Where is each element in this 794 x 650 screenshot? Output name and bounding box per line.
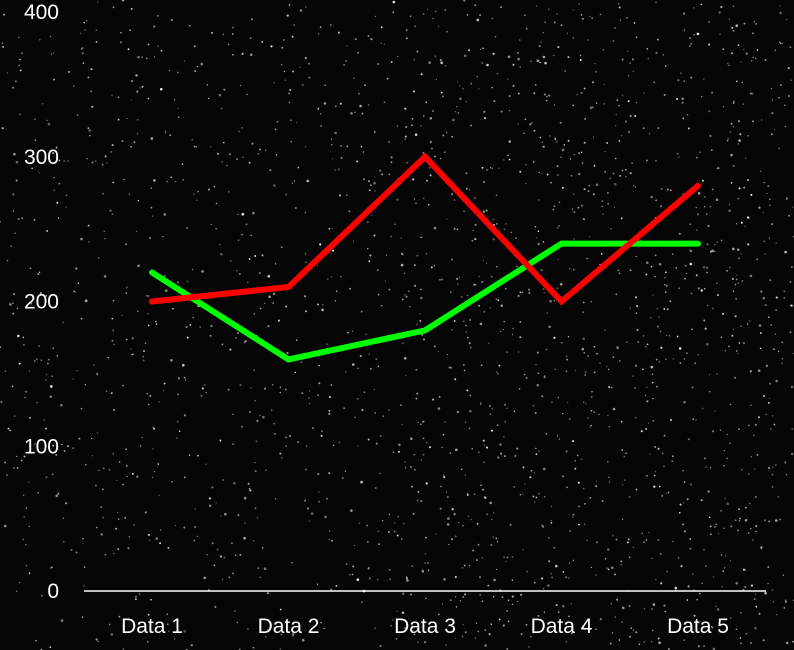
y-tick-label: 400: [24, 1, 59, 24]
y-tick-label: 300: [24, 146, 59, 169]
series-line-green: [149, 240, 701, 363]
y-tick-label: 100: [24, 435, 59, 458]
x-tick-label: Data 4: [531, 615, 593, 638]
x-axis-tick-labels: Data 1 Data 2 Data 3 Data 4 Data 5: [121, 615, 729, 638]
y-tick-label: 0: [47, 580, 59, 603]
y-tick-label: 200: [24, 291, 59, 314]
x-tick-label: Data 1: [121, 615, 183, 638]
series-line-red: [149, 152, 701, 306]
y-axis-tick-labels: 0 100 200 300 400: [24, 1, 59, 603]
x-tick-label: Data 3: [394, 615, 456, 638]
x-tick-label: Data 5: [667, 615, 729, 638]
x-tick-label: Data 2: [258, 615, 320, 638]
series-lines: [149, 152, 701, 363]
